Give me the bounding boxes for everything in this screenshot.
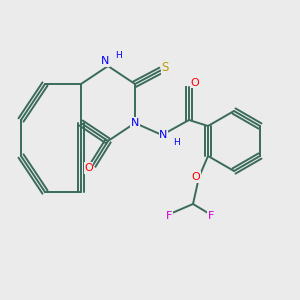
Text: N: N [101, 56, 109, 67]
Text: O: O [192, 172, 200, 182]
Text: O: O [84, 163, 93, 173]
Text: F: F [208, 211, 214, 221]
Text: H: H [174, 138, 180, 147]
Text: N: N [159, 130, 168, 140]
Text: S: S [161, 61, 169, 74]
Text: F: F [166, 211, 172, 221]
Text: O: O [190, 77, 200, 88]
Text: H: H [115, 51, 122, 60]
Text: N: N [131, 118, 139, 128]
